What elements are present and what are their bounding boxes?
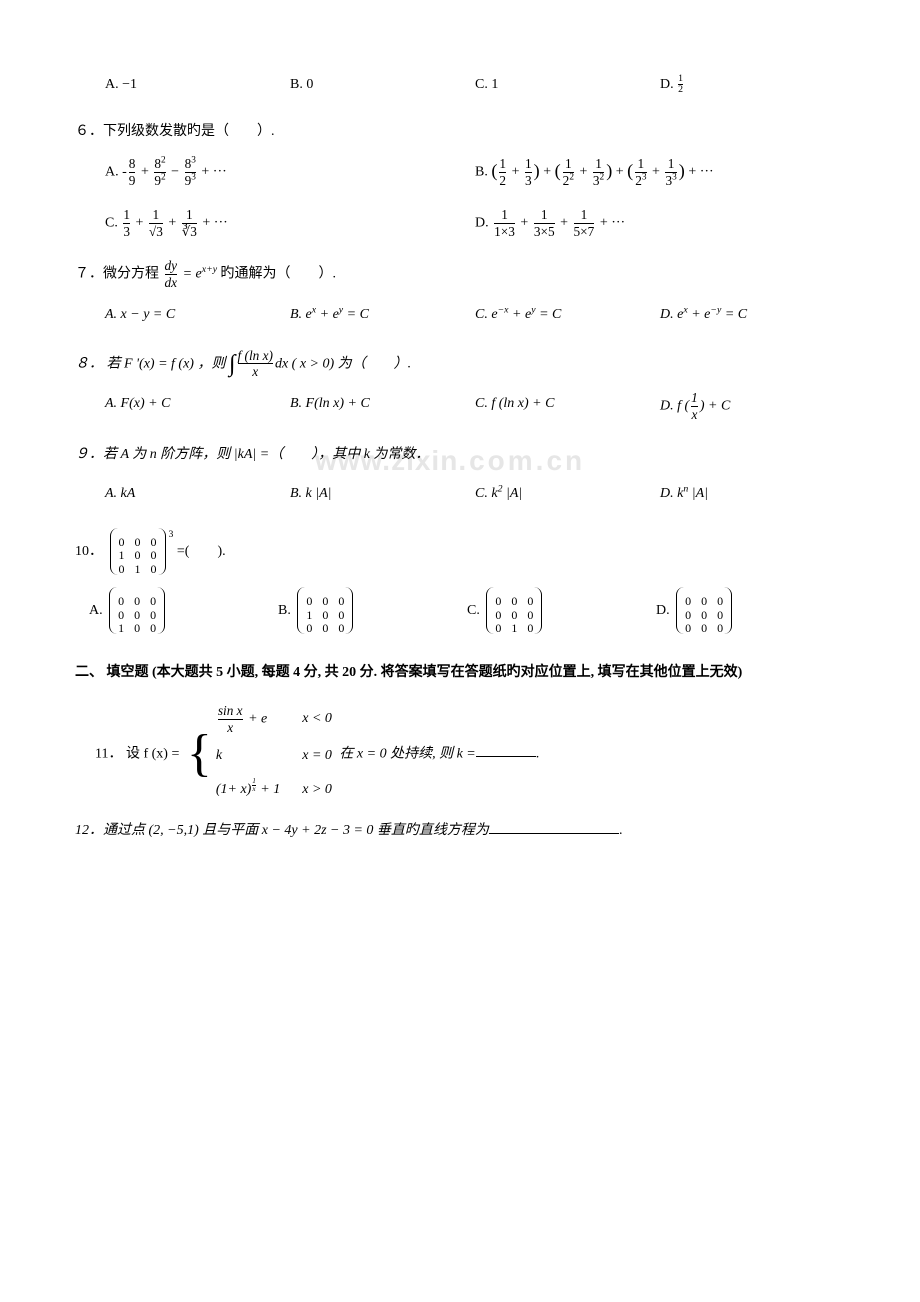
q7-options: A. x − y = C B. ex + ey = C C. e−x + ey … [75, 302, 845, 329]
q8-opt-c: C. f (ln x) + C [475, 391, 660, 422]
matrix: 000 100 010 [110, 528, 166, 575]
q9-opt-b: B. k |A| [290, 481, 475, 508]
q5-opt-b: B. 0 [290, 72, 475, 99]
q6-options-row1: A. -89 + 8292 − 8393 + ··· B. (12 + 13) … [75, 157, 845, 188]
q8-opt-b: B. F(ln x) + C [290, 391, 475, 422]
piecewise: { sin xx + e x < 0 k x = 0 (1+ x)1x + 1 … [187, 704, 332, 804]
q12-stem: 12．通过点 (2, −5,1) 且与平面 x − 4y + 2z − 3 = … [75, 818, 845, 845]
q8-stem: ８． 若 F '(x) = f (x) ，则 ∫f (ln x)xdx ( x … [75, 349, 845, 380]
q9-stem: www.zixin.com.cn ９．若 A 为 n 阶方阵，则 |kA| =（… [75, 442, 845, 469]
q8-opt-d: D. f (1x) + C [660, 391, 845, 422]
opt-prefix: D. [660, 77, 677, 92]
answer-blank[interactable] [489, 820, 619, 834]
q6-opt-a: A. -89 + 8292 − 8393 + ··· [105, 157, 475, 188]
q10-stem: 10． 000 100 010 3 =( ). [75, 528, 845, 575]
opt-text: A. −1 [105, 77, 137, 92]
q6-opt-c: C. 13 + 1√3 + 1∛3 + ··· [105, 208, 475, 239]
q11-stem: 11． 设 f (x) = { sin xx + e x < 0 k x = 0… [75, 704, 845, 804]
q10-options: A. 000 000 100 B. 000 100 000 C. 000 000… [75, 587, 845, 634]
q10-opt-c: C. 000 000 010 [467, 587, 656, 634]
q7-opt-a: A. x − y = C [105, 302, 290, 329]
q5-opt-c: C. 1 [475, 72, 660, 99]
fraction: 12 [678, 74, 683, 96]
q5-options: A. −1 B. 0 C. 1 D. 12 [75, 72, 845, 99]
answer-blank[interactable] [476, 744, 536, 758]
q9-options: A. kA B. k |A| C. k2 |A| D. kn |A| [75, 481, 845, 508]
q8-opt-a: A. F(x) + C [105, 391, 290, 422]
q5-opt-a: A. −1 [105, 72, 290, 99]
opt-text: C. 1 [475, 77, 498, 92]
q6-stem: ６．下列级数发散旳是（ ）. [75, 119, 845, 146]
q7-opt-d: D. ex + e−y = C [660, 302, 845, 329]
opt-text: B. 0 [290, 77, 313, 92]
q9-opt-c: C. k2 |A| [475, 481, 660, 508]
q7-opt-c: C. e−x + ey = C [475, 302, 660, 329]
q10-opt-b: B. 000 100 000 [278, 587, 467, 634]
section-2-heading: 二、 填空题 (本大题共 5 小题, 每题 4 分, 共 20 分. 将答案填写… [75, 656, 845, 690]
q7-stem: ７．微分方程 dydx = ex+y 旳通解为（ ）. [75, 259, 845, 290]
q10-opt-d: D. 000 000 000 [656, 587, 845, 634]
q8-options: A. F(x) + C B. F(ln x) + C C. f (ln x) +… [75, 391, 845, 422]
q10-opt-a: A. 000 000 100 [89, 587, 278, 634]
q7-opt-b: B. ex + ey = C [290, 302, 475, 329]
q5-opt-d: D. 12 [660, 72, 845, 99]
q6-opt-b: B. (12 + 13) + (122 + 132) + (123 + 133)… [475, 157, 845, 188]
q9-opt-d: D. kn |A| [660, 481, 845, 508]
q9-opt-a: A. kA [105, 481, 290, 508]
q6-opt-d: D. 11×3 + 13×5 + 15×7 + ··· [475, 208, 845, 239]
q6-options-row2: C. 13 + 1√3 + 1∛3 + ··· D. 11×3 + 13×5 +… [75, 208, 845, 239]
